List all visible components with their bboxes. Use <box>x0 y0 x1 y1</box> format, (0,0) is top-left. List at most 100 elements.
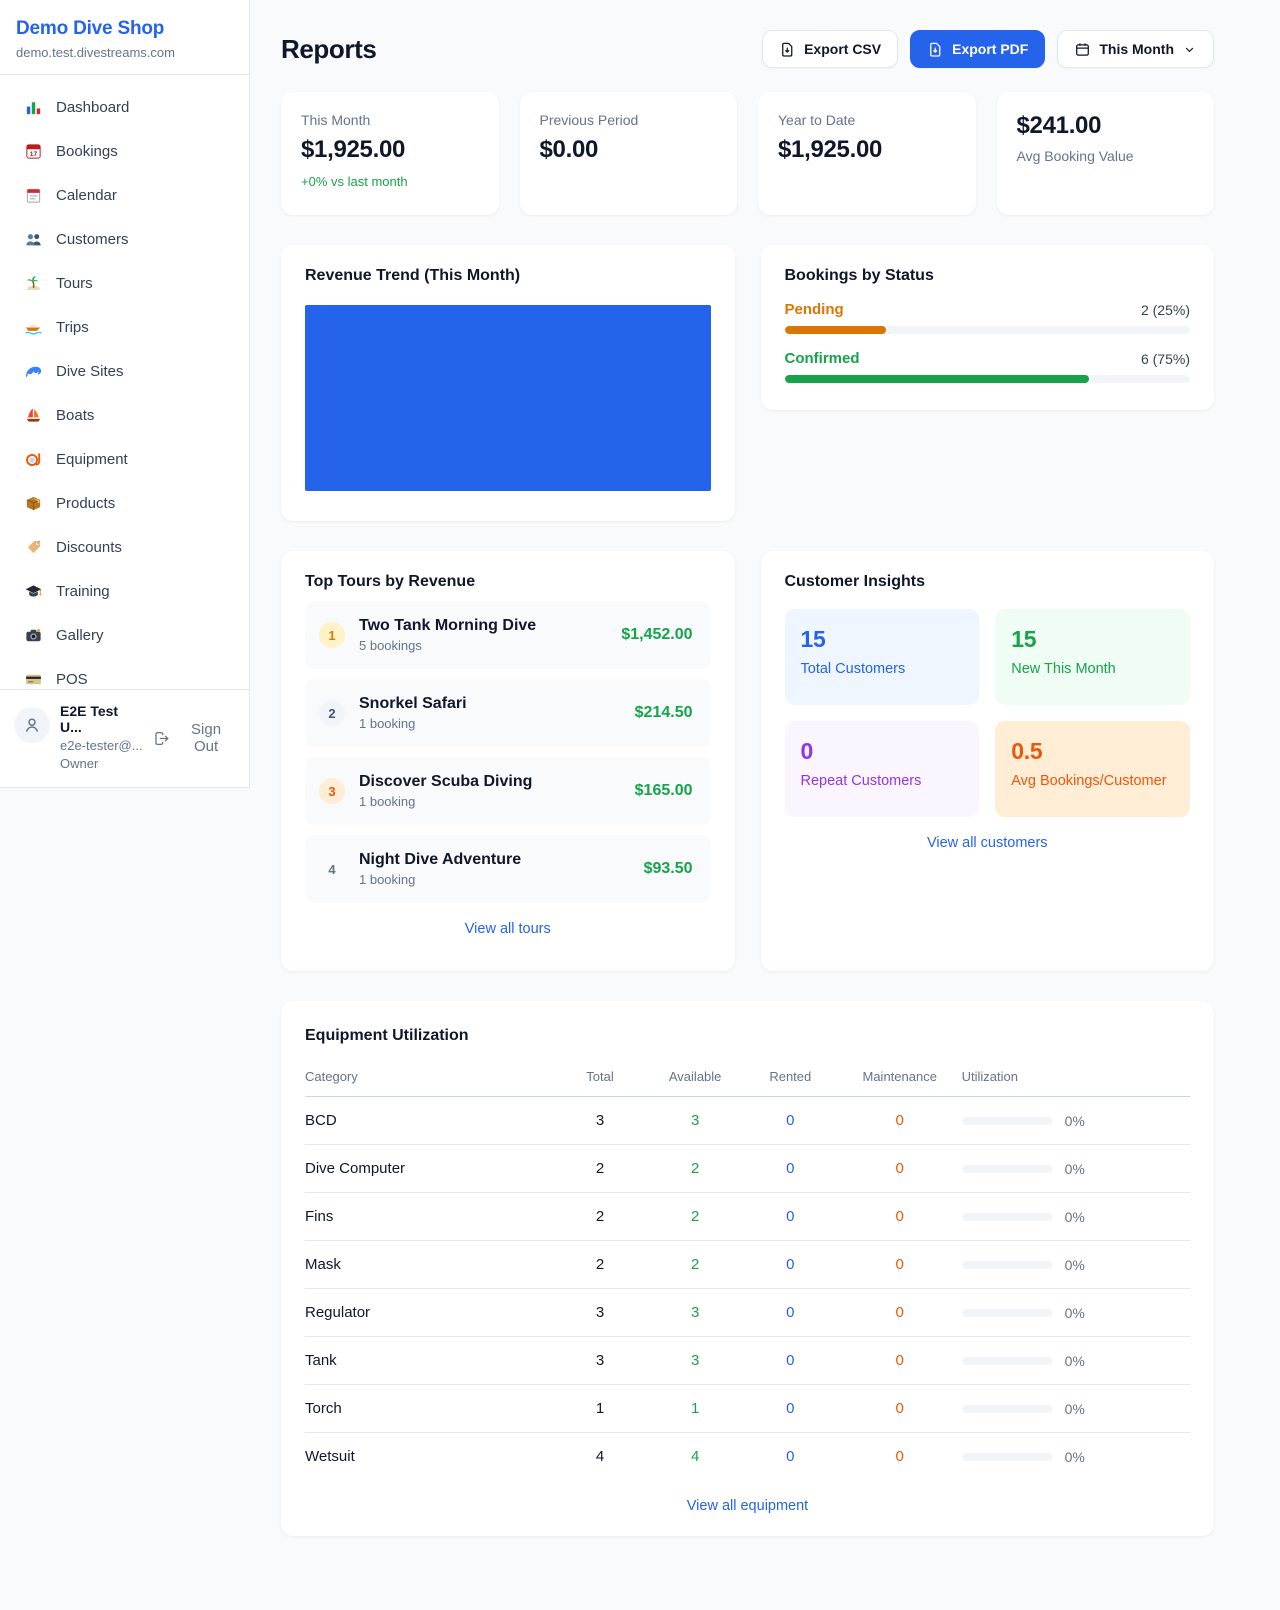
column-header-rented: Rented <box>742 1059 838 1097</box>
sidebar-item-label: Equipment <box>56 451 128 468</box>
user-role: Owner <box>60 756 99 771</box>
rank-badge: 2 <box>319 700 345 726</box>
sign-out-label: Sign Out <box>191 721 222 755</box>
export-pdf-label: Export PDF <box>952 41 1029 57</box>
status-label: Confirmed <box>784 350 860 367</box>
cell-available: 4 <box>690 1448 700 1465</box>
cell-maintenance: 0 <box>837 1240 962 1289</box>
pos-card-icon <box>24 670 43 689</box>
dive-sites-wave-icon <box>24 362 43 381</box>
cell-available: 2 <box>647 1192 743 1241</box>
insight-label: New This Month <box>1011 661 1116 677</box>
table-row: Wetsuit 4 4 0 0 0% <box>305 1433 1190 1481</box>
insight-tile-new-this-month: 15 New This Month <box>995 609 1190 705</box>
stat-cards: This Month $1,925.00 +0% vs last month P… <box>281 92 1214 215</box>
equipment-mask-icon <box>24 450 43 469</box>
tour-bookings: 1 booking <box>359 794 416 809</box>
sidebar-item-customers[interactable]: Customers <box>10 221 239 258</box>
status-count: 6 (75%) <box>1140 350 1190 367</box>
sidebar-item-label: Products <box>56 495 116 512</box>
sign-out-button[interactable]: Sign Out <box>153 721 235 755</box>
cell-total: 3 <box>552 1096 648 1145</box>
tour-name: Night Dive Adventure <box>359 851 522 868</box>
cell-rented: 0 <box>742 1144 838 1193</box>
sidebar-item-dashboard[interactable]: Dashboard <box>10 89 239 126</box>
sidebar-item-label: Boats <box>56 407 95 424</box>
revenue-trend-chart <box>305 305 711 491</box>
charts-row: Revenue Trend (This Month) Bookings by S… <box>281 245 1214 521</box>
utilization-bar <box>961 1212 1052 1221</box>
status-progress-fill <box>784 375 1089 383</box>
tour-row: 2 Snorkel Safari 1 booking $214.50 <box>305 679 711 747</box>
sidebar-item-gallery[interactable]: Gallery <box>10 617 239 654</box>
insight-label: Total Customers <box>800 661 906 677</box>
table-row: Fins 2 2 0 0 0% <box>305 1192 1190 1241</box>
utilization-percent: 0% <box>1064 1400 1085 1417</box>
export-pdf-button[interactable]: Export PDF <box>910 30 1046 68</box>
sidebar-item-equipment[interactable]: Equipment <box>10 441 239 478</box>
utilization-percent: 0% <box>1064 1304 1085 1321</box>
tour-name: Discover Scuba Diving <box>359 773 533 790</box>
cell-total: 3 <box>552 1336 648 1385</box>
cell-maintenance: 0 <box>895 1448 904 1465</box>
utilization-percent: 0% <box>1064 1352 1085 1369</box>
view-all-equipment-link[interactable]: View all equipment <box>305 1498 1190 1514</box>
cell-maintenance: 0 <box>837 1384 962 1433</box>
stat-value: $1,925.00 <box>778 136 883 163</box>
utilization-percent: 0% <box>1064 1112 1085 1129</box>
sidebar-item-trips[interactable]: Trips <box>10 309 239 346</box>
tour-bookings: 5 bookings <box>359 638 422 653</box>
sidebar-item-pos[interactable]: POS <box>10 661 239 689</box>
period-selector-dropdown[interactable]: This Month <box>1057 30 1214 68</box>
insight-value: 15 <box>800 626 826 652</box>
tour-amount: $214.50 <box>634 704 693 721</box>
sidebar-item-dive-sites[interactable]: Dive Sites <box>10 353 239 390</box>
sidebar-item-discounts[interactable]: Discounts <box>10 529 239 566</box>
sidebar-item-tours[interactable]: Tours <box>10 265 239 302</box>
status-progress-track <box>784 326 1190 334</box>
utilization-bar <box>961 1164 1052 1173</box>
shop-name: Demo Dive Shop <box>16 18 165 39</box>
insight-value: 15 <box>1011 626 1037 652</box>
cell-available: 3 <box>647 1096 743 1145</box>
utilization-bar <box>961 1452 1052 1461</box>
table-row: Tank 3 3 0 0 0% <box>305 1336 1190 1385</box>
insight-value: 0.5 <box>1011 738 1043 764</box>
user-email: e2e-tester@... <box>60 738 143 753</box>
gallery-camera-icon <box>24 626 43 645</box>
view-all-tours-link[interactable]: View all tours <box>305 921 711 937</box>
cell-category: BCD <box>305 1096 553 1145</box>
view-all-customers-link[interactable]: View all customers <box>785 835 1191 851</box>
bookings-calendar-icon: 17 <box>24 142 43 161</box>
cell-rented: 0 <box>742 1288 838 1337</box>
sidebar-item-training[interactable]: Training <box>10 573 239 610</box>
customer-insights-title: Customer Insights <box>784 573 925 590</box>
stat-label: Avg Booking Value <box>1016 148 1134 164</box>
shop-header: Demo Dive Shop demo.test.divestreams.com <box>0 0 249 75</box>
cell-category: Tank <box>305 1336 553 1385</box>
utilization-percent: 0% <box>1064 1448 1085 1465</box>
cell-maintenance: 0 <box>837 1288 962 1337</box>
sidebar-item-products[interactable]: Products <box>10 485 239 522</box>
utilization-percent: 0% <box>1064 1160 1085 1177</box>
sidebar-item-calendar[interactable]: Calendar <box>10 177 239 214</box>
column-header-available: Available <box>647 1059 743 1097</box>
sidebar-item-bookings[interactable]: 17 Bookings <box>10 133 239 170</box>
export-csv-button[interactable]: Export CSV <box>762 30 899 68</box>
insight-tile-repeat-customers: 0 Repeat Customers <box>784 721 980 817</box>
discounts-tag-icon <box>24 538 43 557</box>
rank-badge: 1 <box>319 622 345 648</box>
cell-rented: 0 <box>786 1448 795 1465</box>
utilization-percent: 0% <box>1064 1256 1085 1273</box>
cell-total: 2 <box>552 1192 648 1241</box>
table-row: Mask 2 2 0 0 0% <box>305 1240 1190 1289</box>
sidebar-item-boats[interactable]: Boats <box>10 397 239 434</box>
insight-tile-avg-bookings: 0.5 Avg Bookings/Customer <box>995 721 1190 817</box>
rank-badge: 4 <box>328 861 336 877</box>
sidebar-item-label: Discounts <box>56 539 122 556</box>
sidebar-item-label: Dive Sites <box>56 363 124 380</box>
cell-maintenance: 0 <box>837 1336 962 1385</box>
top-tours-title: Top Tours by Revenue <box>305 573 476 590</box>
stat-value: $241.00 <box>1016 112 1102 139</box>
